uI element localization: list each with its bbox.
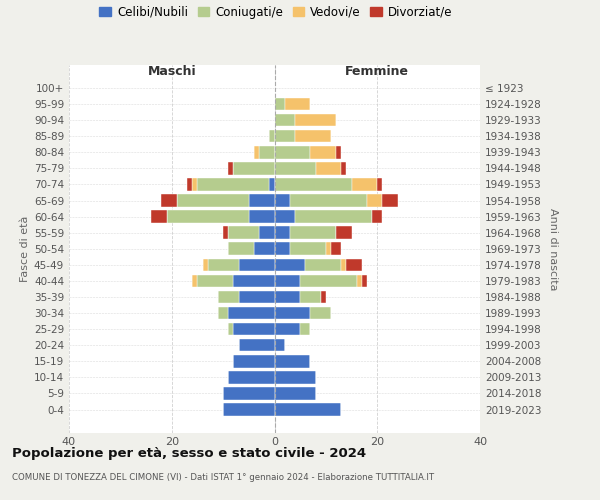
Bar — [233, 355, 275, 368]
Bar — [275, 162, 316, 174]
Bar — [300, 290, 321, 304]
Legend: Celibi/Nubili, Coniugati/e, Vedovi/e, Divorziat/e: Celibi/Nubili, Coniugati/e, Vedovi/e, Di… — [95, 1, 457, 24]
Bar — [290, 226, 336, 239]
Bar — [275, 307, 310, 320]
Bar — [362, 274, 367, 287]
Bar — [254, 242, 275, 255]
Text: Maschi: Maschi — [148, 66, 196, 78]
Bar — [372, 210, 382, 223]
Y-axis label: Anni di nascita: Anni di nascita — [548, 208, 558, 290]
Bar — [341, 258, 346, 271]
Bar — [382, 194, 398, 207]
Bar — [341, 162, 346, 174]
Bar — [193, 274, 197, 287]
Bar — [295, 114, 336, 126]
Bar — [197, 178, 269, 190]
Bar — [228, 242, 254, 255]
Bar — [208, 258, 239, 271]
Text: Femmine: Femmine — [345, 66, 409, 78]
Bar — [275, 290, 300, 304]
Bar — [177, 194, 249, 207]
Bar — [275, 98, 285, 110]
Bar — [367, 194, 382, 207]
Bar — [249, 210, 275, 223]
Bar — [203, 258, 208, 271]
Bar — [275, 274, 300, 287]
Bar — [275, 114, 295, 126]
Bar — [275, 210, 295, 223]
Bar — [228, 226, 259, 239]
Bar — [161, 194, 177, 207]
Bar — [275, 355, 310, 368]
Bar — [228, 371, 275, 384]
Bar — [316, 162, 341, 174]
Bar — [228, 162, 233, 174]
Bar — [269, 178, 275, 190]
Bar — [259, 226, 275, 239]
Bar — [346, 258, 362, 271]
Bar — [326, 242, 331, 255]
Bar — [331, 242, 341, 255]
Bar — [300, 274, 356, 287]
Bar — [233, 323, 275, 336]
Bar — [300, 323, 310, 336]
Bar — [352, 178, 377, 190]
Bar — [295, 210, 372, 223]
Bar — [275, 387, 316, 400]
Bar — [193, 178, 197, 190]
Bar — [275, 242, 290, 255]
Bar — [356, 274, 362, 287]
Text: Popolazione per età, sesso e stato civile - 2024: Popolazione per età, sesso e stato civil… — [12, 448, 366, 460]
Bar — [275, 194, 290, 207]
Bar — [275, 339, 285, 351]
Bar — [275, 130, 295, 142]
Bar — [239, 290, 275, 304]
Bar — [310, 307, 331, 320]
Bar — [239, 258, 275, 271]
Bar — [197, 274, 233, 287]
Bar — [275, 323, 300, 336]
Bar — [233, 162, 275, 174]
Bar — [269, 130, 275, 142]
Bar — [228, 323, 233, 336]
Bar — [249, 194, 275, 207]
Bar — [275, 178, 352, 190]
Bar — [167, 210, 249, 223]
Bar — [239, 339, 275, 351]
Bar — [275, 146, 310, 158]
Bar — [377, 178, 382, 190]
Bar — [275, 404, 341, 416]
Bar — [151, 210, 167, 223]
Bar — [336, 146, 341, 158]
Bar — [290, 194, 367, 207]
Bar — [254, 146, 259, 158]
Bar — [228, 307, 275, 320]
Bar — [275, 258, 305, 271]
Bar — [321, 290, 326, 304]
Bar — [275, 226, 290, 239]
Text: COMUNE DI TONEZZA DEL CIMONE (VI) - Dati ISTAT 1° gennaio 2024 - Elaborazione TU: COMUNE DI TONEZZA DEL CIMONE (VI) - Dati… — [12, 472, 434, 482]
Bar — [223, 226, 228, 239]
Bar — [223, 387, 275, 400]
Bar — [218, 307, 228, 320]
Y-axis label: Fasce di età: Fasce di età — [20, 216, 30, 282]
Bar — [233, 274, 275, 287]
Bar — [259, 146, 275, 158]
Bar — [187, 178, 193, 190]
Bar — [275, 371, 316, 384]
Bar — [285, 98, 310, 110]
Bar — [290, 242, 326, 255]
Bar — [295, 130, 331, 142]
Bar — [218, 290, 239, 304]
Bar — [223, 404, 275, 416]
Bar — [336, 226, 352, 239]
Bar — [305, 258, 341, 271]
Bar — [310, 146, 336, 158]
